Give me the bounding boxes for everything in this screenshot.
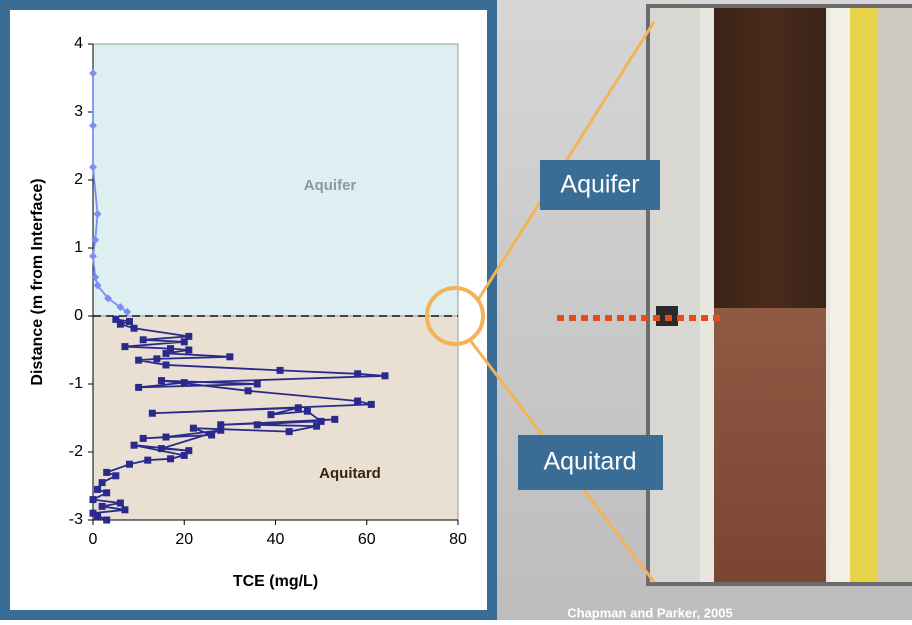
marker [217,427,224,434]
marker [354,370,361,377]
y-axis-title: Distance (m from Interface) [29,178,46,385]
marker [158,377,165,384]
marker [144,457,151,464]
marker [99,503,106,510]
marker [185,347,192,354]
x-tick-label: 60 [358,531,376,548]
marker [99,479,106,486]
marker [286,428,293,435]
marker [140,336,147,343]
marker [117,321,124,328]
marker [121,343,128,350]
region-label: Aquifer [304,177,357,194]
marker [304,408,311,415]
marker [163,361,170,368]
marker [208,432,215,439]
marker [103,517,110,524]
marker [94,486,101,493]
marker [126,461,133,468]
marker [131,325,138,332]
marker [181,338,188,345]
x-tick-label: 40 [267,531,285,548]
aquifer-region [93,44,458,316]
marker [167,455,174,462]
marker [158,445,165,452]
photo [646,4,912,586]
marker [140,435,147,442]
marker [103,489,110,496]
callout-label: Aquitard [543,448,636,476]
credit: Chapman and Parker, 2005 [567,605,732,620]
marker [226,353,233,360]
y-tick-label: 1 [74,239,83,256]
marker [112,472,119,479]
marker [153,355,160,362]
y-tick-label: 0 [74,307,83,324]
x-tick-label: 0 [89,531,98,548]
marker [117,500,124,507]
marker [313,423,320,430]
marker [149,410,156,417]
marker [90,496,97,503]
marker [354,398,361,405]
marker [368,401,375,408]
marker [163,350,170,357]
y-tick-label: 2 [74,171,83,188]
marker [331,416,338,423]
marker [382,372,389,379]
marker [254,421,261,428]
y-tick-label: -2 [69,443,83,460]
x-axis-title: TCE (mg/L) [233,573,318,590]
marker [190,425,197,432]
y-tick-label: -3 [69,511,83,528]
marker [277,367,284,374]
marker [103,469,110,476]
marker [131,442,138,449]
page: {"chart_data": {"type": "line", "x_label… [0,0,912,620]
slide: Aquifer Aquitard Chapman and Parker, 200… [0,0,912,620]
x-tick-label: 80 [449,531,467,548]
marker [254,381,261,388]
x-tick-label: 20 [175,531,193,548]
marker [295,404,302,411]
marker [121,506,128,513]
y-tick-label: 4 [74,35,83,52]
y-tick-label: 3 [74,103,83,120]
marker [181,379,188,386]
aquitard-region [93,316,458,520]
callout-label: Aquifer [560,171,639,199]
marker [181,452,188,459]
marker [126,318,133,325]
marker [267,411,274,418]
marker [135,357,142,364]
marker [94,513,101,520]
region-label: Aquitard [319,465,381,482]
marker [135,384,142,391]
marker [163,434,170,441]
y-tick-label: -1 [69,375,83,392]
marker [245,387,252,394]
